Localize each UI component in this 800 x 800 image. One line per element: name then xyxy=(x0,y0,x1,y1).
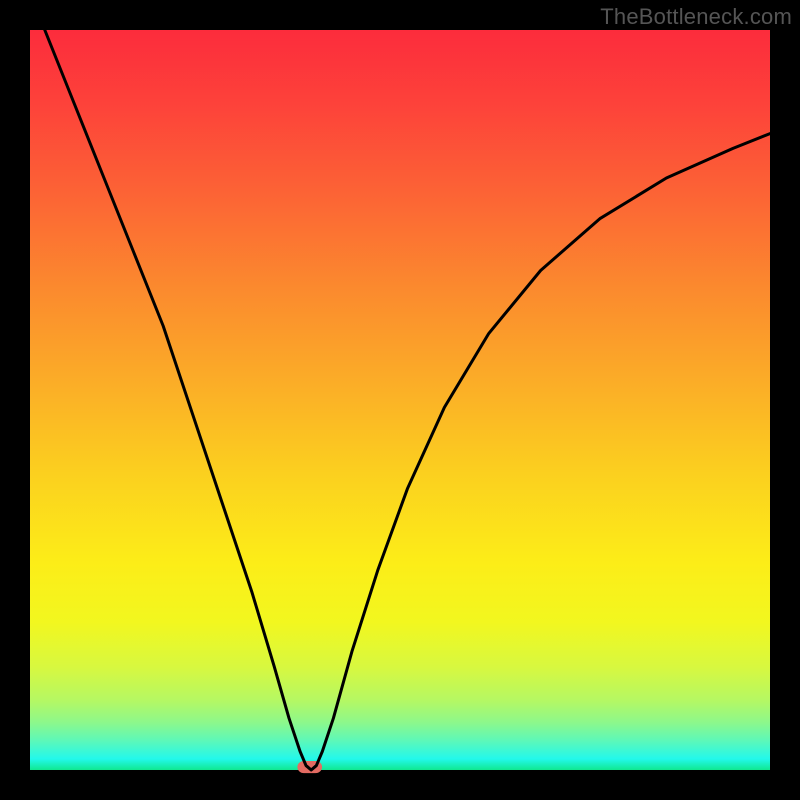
plot-background xyxy=(30,30,770,770)
watermark-text: TheBottleneck.com xyxy=(600,4,792,30)
bottleneck-chart xyxy=(0,0,800,800)
